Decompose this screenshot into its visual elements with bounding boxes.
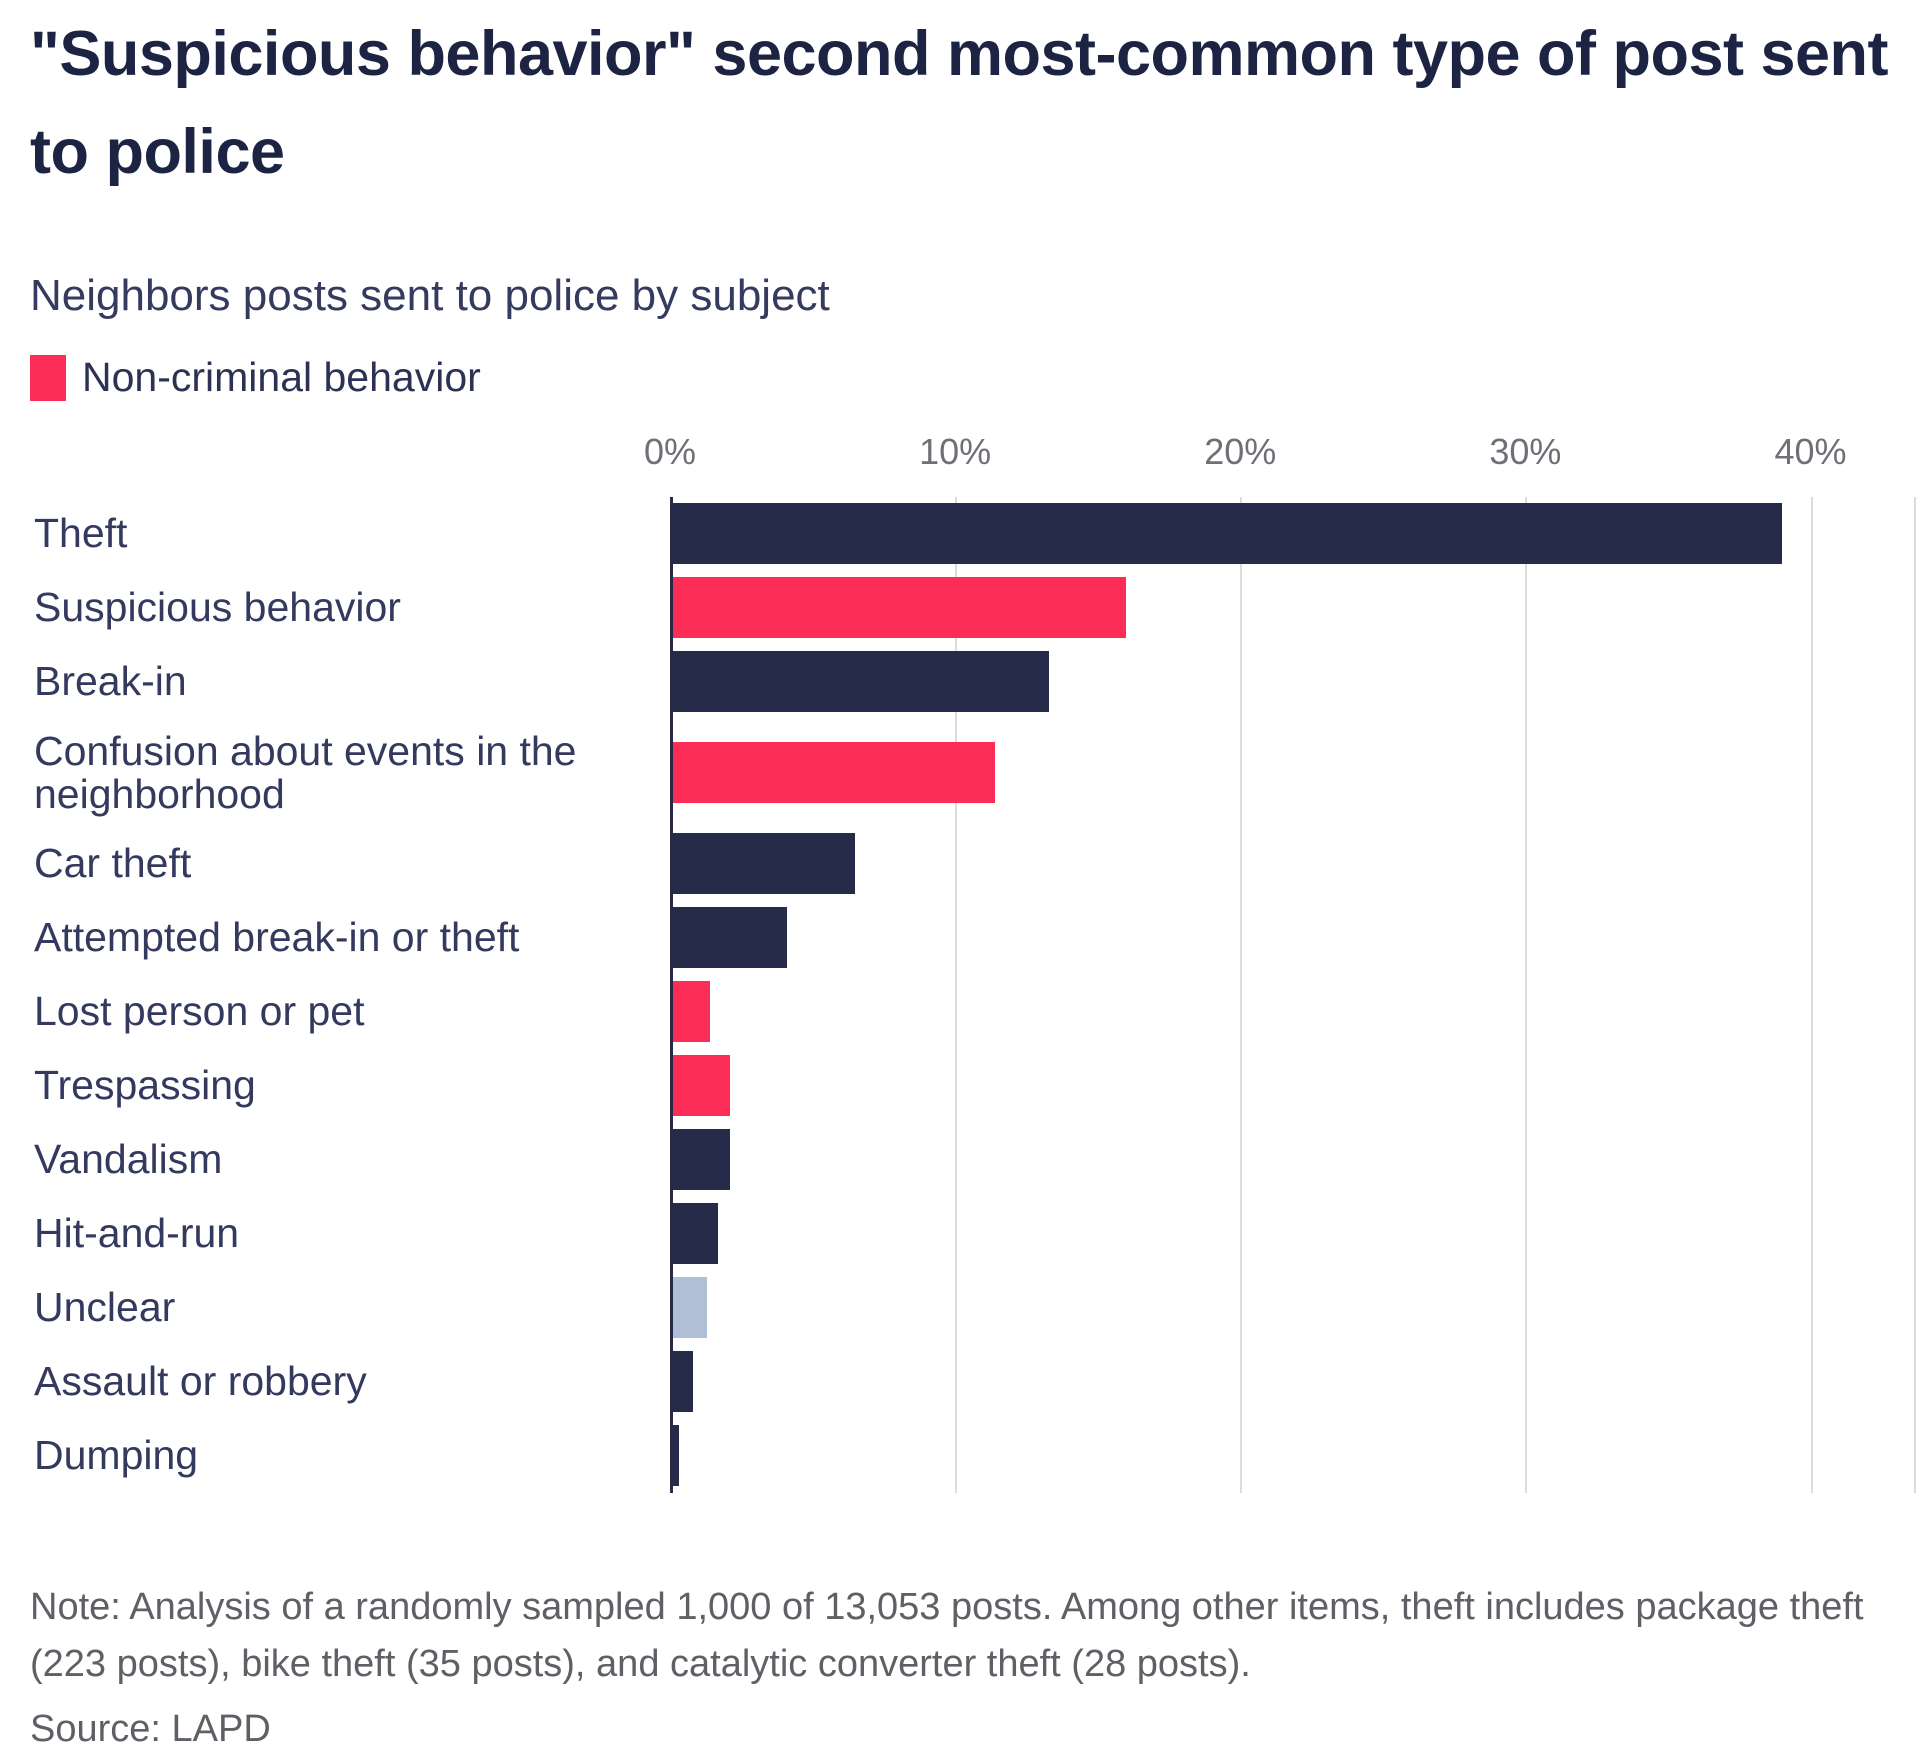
chart-legend: Non-criminal behavior [30,354,1916,401]
bar-track [670,577,1916,639]
category-label: Attempted break-in or theft [34,914,520,961]
bar-dumping[interactable] [670,1425,679,1487]
legend-swatch-icon [30,354,66,401]
category-label: Break-in [34,658,187,705]
plot-right-border [1914,496,1916,1493]
bar-assault-or-robbery[interactable] [670,1351,693,1413]
bar-track [670,1055,1916,1117]
source-line: Source: LAPD [30,1707,271,1750]
bar-attempted-break-in-or-theft[interactable] [670,907,787,969]
category-label: Theft [34,510,128,557]
category-label: Lost person or pet [34,988,365,1035]
gridline [1525,496,1528,1493]
bar-trespassing[interactable] [670,1055,730,1117]
gridline [1240,496,1243,1493]
bar-car-theft[interactable] [670,833,856,895]
category-label: Assault or robbery [34,1358,367,1405]
category-label: Unclear [34,1284,176,1331]
bar-track [670,1425,1916,1487]
bar-track [670,1277,1916,1339]
x-axis-tick-label: 30% [1489,430,1562,472]
bar-track [670,1129,1916,1191]
x-axis-tick-label: 40% [1774,430,1847,472]
bar-track [670,907,1916,969]
category-label: Car theft [34,840,192,887]
bar-theft[interactable] [670,503,1782,565]
chart-row: Dumping [30,1419,1916,1493]
x-axis-tick-label: 20% [1204,430,1277,472]
chart-row: Suspicious behavior [30,571,1916,645]
chart-row: Break-in [30,645,1916,719]
chart-row: Confusion about events in the neighborho… [30,719,1916,827]
chart-subtitle: Neighbors posts sent to police by subjec… [30,271,830,321]
category-label: Vandalism [34,1136,223,1183]
chart-row: Unclear [30,1271,1916,1345]
bar-unclear[interactable] [670,1277,708,1339]
plot-area: Theft Suspicious behavior Break-in Confusio… [30,496,1916,1493]
bar-hit-and-run[interactable] [670,1203,719,1265]
zero-axis-line [670,496,673,1493]
bar-rows: Theft Suspicious behavior Break-in Confusio… [30,497,1916,1493]
category-label: Hit-and-run [34,1210,240,1257]
bar-track [670,1203,1916,1265]
bar-vandalism[interactable] [670,1129,730,1191]
bar-lost-person-or-pet[interactable] [670,981,710,1043]
chart-row: Hit-and-run [30,1197,1916,1271]
chart-row: Assault or robbery [30,1345,1916,1419]
bar-track [670,503,1916,565]
chart-row: Trespassing [30,1049,1916,1123]
bar-track [670,651,1916,713]
bar-confusion-about-events-in-the-neighborhood[interactable] [670,742,996,804]
category-label: Dumping [34,1432,199,1479]
chart-row: Attempted break-in or theft [30,901,1916,975]
legend-item-label: Non-criminal behavior [82,354,481,401]
bar-track [670,742,1916,804]
bar-track [670,981,1916,1043]
chart-row: Car theft [30,827,1916,901]
x-axis-tick-label: 10% [919,430,992,472]
gridline [1810,496,1813,1493]
bar-break-in[interactable] [670,651,1050,713]
grid-layer [670,496,1916,1493]
bar-suspicious-behavior[interactable] [670,577,1127,639]
chart-row: Lost person or pet [30,975,1916,1049]
category-label: Confusion about events in the neighborho… [34,727,577,817]
x-axis: 0% 10% 20% 30% 40% [644,430,1916,475]
page-title: "Suspicious behavior" second most-common… [30,19,1889,187]
chart-row: Theft [30,497,1916,571]
category-label: Suspicious behavior [34,584,401,631]
footnote: Note: Analysis of a randomly sampled 1,0… [30,1585,1864,1685]
chart-row: Vandalism [30,1123,1916,1197]
bar-track [670,1351,1916,1413]
gridline [955,496,958,1493]
x-axis-tick-label: 0% [643,430,697,472]
bar-track [670,833,1916,895]
bar-chart: 0% 10% 20% 30% 40% Theft Suspicious behavior B… [30,431,1916,1493]
category-label: Trespassing [34,1062,256,1109]
